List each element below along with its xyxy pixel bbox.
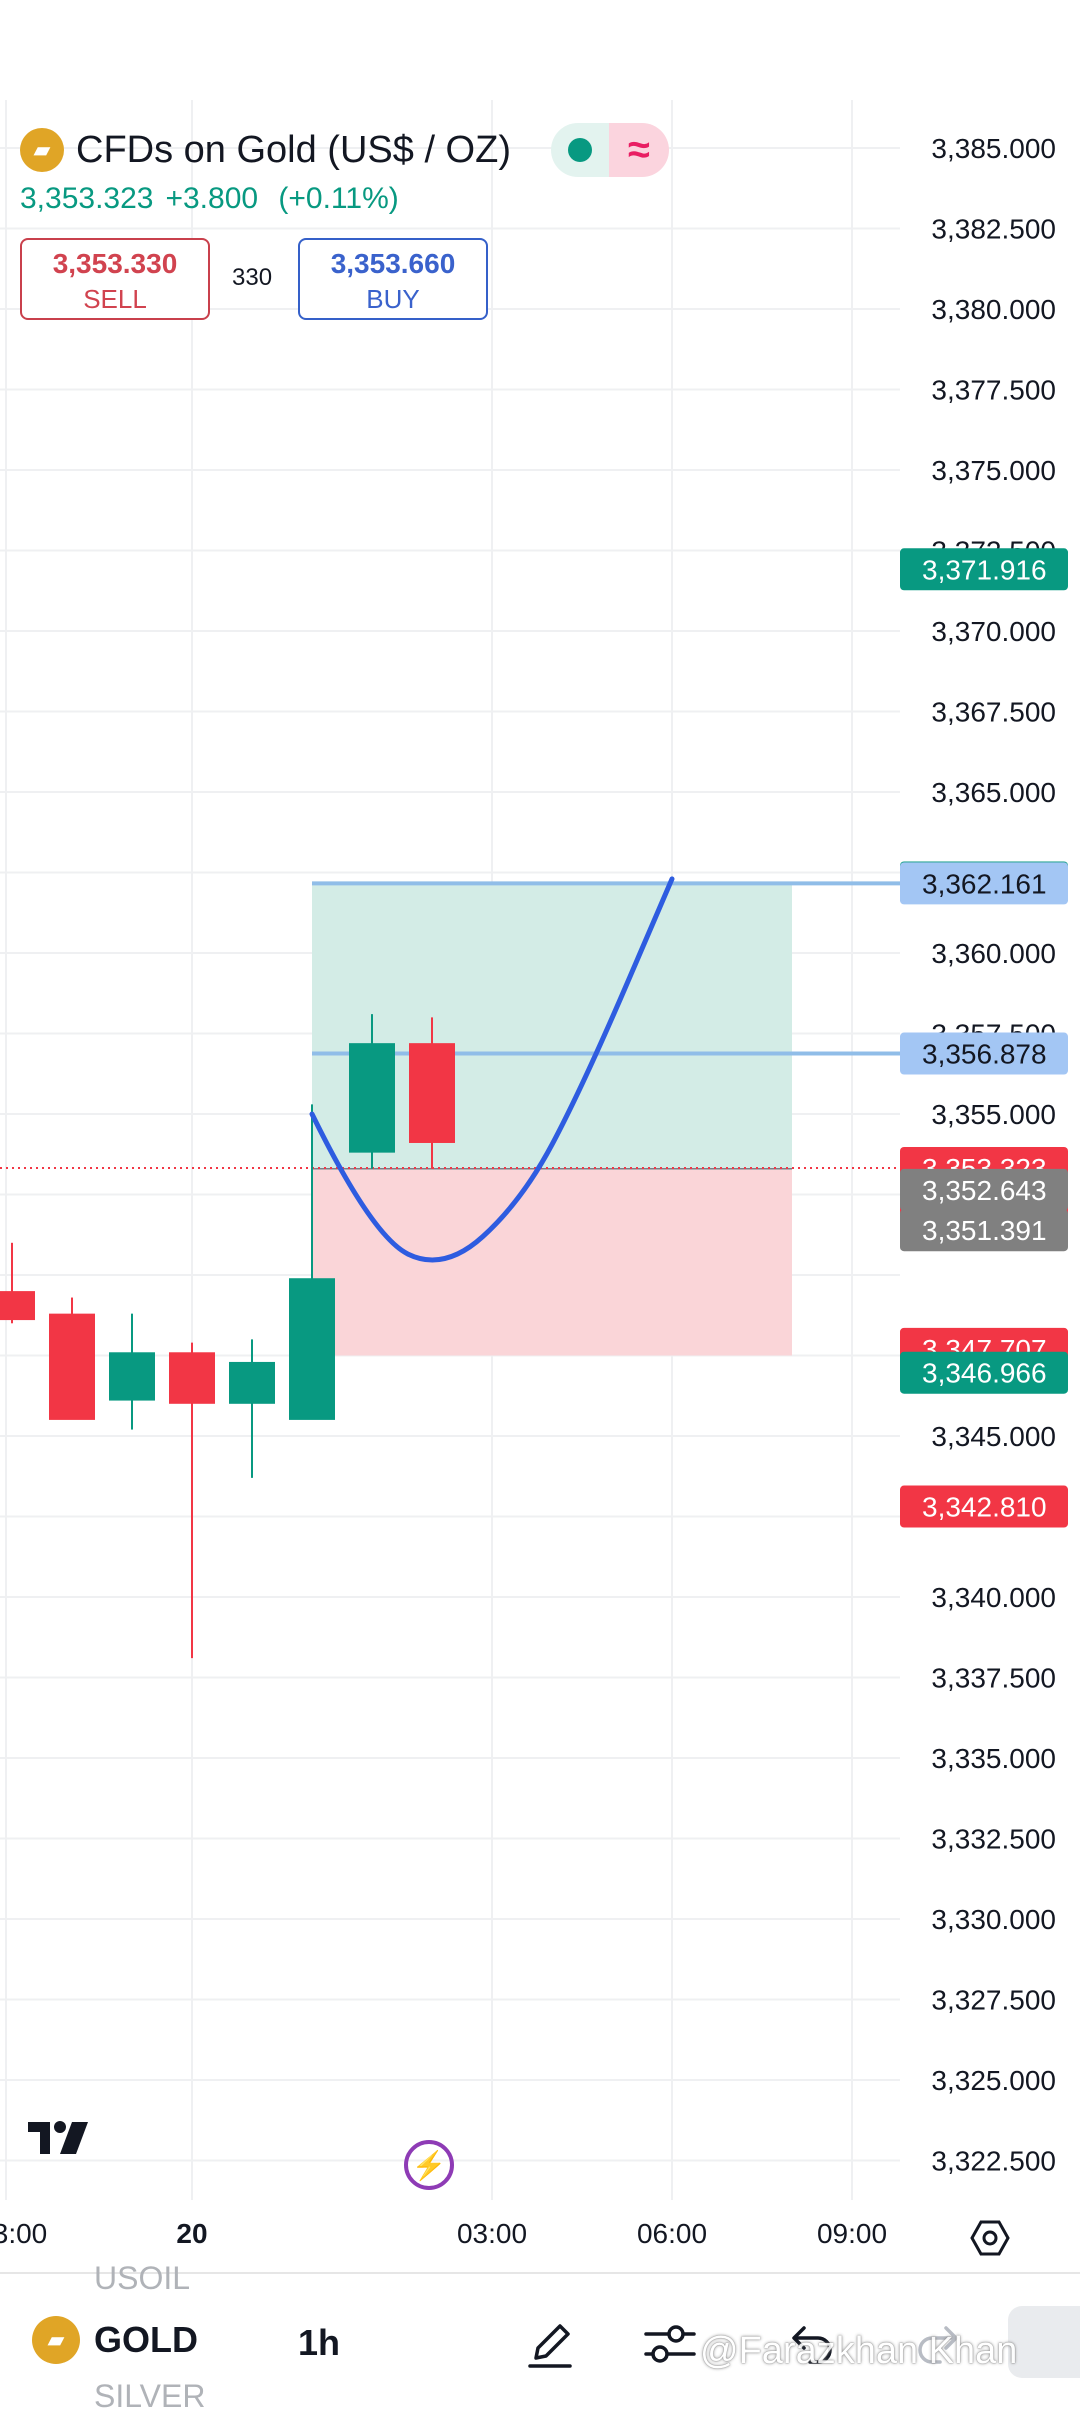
price-label-text: 3,371.916 — [922, 554, 1047, 585]
stop-zone[interactable] — [312, 1168, 792, 1356]
y-axis-tick-label: 3,337.500 — [931, 1663, 1056, 1694]
y-axis-tick-label: 3,367.500 — [931, 697, 1056, 728]
time-axis-label: 3:00 — [0, 2218, 48, 2249]
projection-curve[interactable] — [309, 876, 675, 1263]
y-axis-tick-label: 3,335.000 — [931, 1743, 1056, 1774]
price-label-badge[interactable] — [900, 1032, 1068, 1075]
price-label-text: 3,352.643 — [922, 1175, 1047, 1206]
chart-settings-icon[interactable] — [970, 2218, 1010, 2258]
interval-selector[interactable]: 1h — [298, 2322, 341, 2363]
price-change-row: 3,353.323 +3.800 (+0.11%) — [20, 182, 399, 216]
y-axis-tick-label: 3,360.000 — [931, 938, 1056, 969]
bottom-toolbar: USOIL SILVER — [0, 2260, 1080, 2414]
gold-bars-icon: ▰ — [20, 128, 64, 172]
price-label-badge[interactable] — [900, 548, 1068, 591]
price-label-badge[interactable] — [900, 1485, 1068, 1528]
time-axis-label: 03:00 — [456, 2218, 528, 2249]
sell-label: SELL — [83, 284, 147, 314]
indicators-sliders-icon[interactable] — [642, 2316, 698, 2372]
approx-wave-icon: ≈ — [608, 123, 669, 177]
sell-price: 3,353.330 — [52, 248, 178, 279]
y-axis-tick-label: 3,382.500 — [931, 214, 1056, 245]
time-axis-label: 06:00 — [636, 2218, 708, 2249]
lightning-bolt-icon[interactable]: ⚡ — [404, 2140, 454, 2190]
y-axis-tick-label: 3,345.000 — [931, 1421, 1056, 1452]
price-label-text: 3,356.878 — [922, 1039, 1047, 1070]
price-label-badge[interactable] — [900, 1351, 1068, 1394]
bottom-divider — [0, 2272, 1080, 2274]
candle-body[interactable] — [349, 1043, 395, 1153]
change-value: +3.800 — [165, 182, 259, 215]
candle-body[interactable] — [169, 1352, 215, 1404]
y-axis-tick-label: 3,340.000 — [931, 1582, 1056, 1613]
tradingview-logo-icon[interactable] — [28, 2118, 108, 2158]
fullscreen-corner-icon[interactable] — [1008, 2306, 1080, 2378]
y-axis-tick-label: 3,375.000 — [931, 455, 1056, 486]
change-percent: (+0.11%) — [278, 182, 399, 215]
time-axis-label: 20 — [176, 2218, 208, 2249]
buy-button[interactable]: 3,353.660 BUY — [298, 238, 488, 320]
status-pill[interactable]: ≈ — [550, 123, 669, 177]
time-axis-label: 09:00 — [816, 2218, 888, 2249]
pencil-icon[interactable] — [522, 2316, 578, 2372]
candle-body[interactable] — [49, 1313, 95, 1420]
price-label-badge[interactable] — [900, 1209, 1068, 1252]
symbol-next[interactable]: SILVER — [94, 2378, 206, 2414]
y-axis-tick-label: 3,325.000 — [931, 2065, 1056, 2096]
candle-body[interactable] — [229, 1361, 275, 1404]
y-axis-tick-label: 3,355.000 — [931, 1099, 1056, 1130]
price-label-text: 3,342.810 — [922, 1492, 1047, 1523]
price-label-text: 3,362.161 — [922, 868, 1047, 899]
symbol-title[interactable]: CFDs on Gold (US$ / OZ) — [76, 128, 511, 171]
candle-body[interactable] — [0, 1291, 35, 1321]
y-axis-tick-label: 3,385.000 — [931, 133, 1056, 164]
spread-value: 330 — [232, 264, 273, 291]
watermark: @Farazkhan Khan — [700, 2330, 1018, 2372]
buy-price: 3,353.660 — [330, 248, 456, 279]
gold-bars-icon: ▰ — [32, 2316, 80, 2364]
buy-label: BUY — [366, 284, 420, 314]
redo-icon[interactable] — [912, 2316, 968, 2372]
symbol-prev[interactable]: USOIL — [94, 2260, 191, 2296]
candle-body[interactable] — [409, 1043, 455, 1143]
price-label-text: 3,351.391 — [922, 1215, 1047, 1246]
y-axis-tick-label: 3,327.500 — [931, 1985, 1056, 2016]
y-axis-tick-label: 3,322.500 — [931, 2146, 1056, 2177]
price-label-badge[interactable] — [900, 1168, 1068, 1211]
undo-icon[interactable] — [782, 2316, 838, 2372]
candle-body[interactable] — [109, 1352, 155, 1401]
y-axis-tick-label: 3,330.000 — [931, 1904, 1056, 1935]
y-axis-tick-label: 3,370.000 — [931, 616, 1056, 647]
last-price: 3,353.323 — [20, 182, 154, 215]
y-axis-tick-label: 3,377.500 — [931, 375, 1056, 406]
price-label-text: 3,346.966 — [922, 1358, 1047, 1389]
market-open-dot-icon — [550, 123, 609, 177]
y-axis-tick-label: 3,332.500 — [931, 1824, 1056, 1855]
candle-body[interactable] — [289, 1278, 335, 1420]
symbol-legend[interactable]: ▰ CFDs on Gold (US$ / OZ) ≈ — [20, 122, 669, 178]
price-label-badge[interactable] — [900, 862, 1068, 905]
symbol-selector[interactable]: ▰ GOLD — [32, 2316, 198, 2364]
y-axis-tick-label: 3,365.000 — [931, 777, 1056, 808]
symbol-name: GOLD — [94, 2319, 198, 2360]
sell-button[interactable]: 3,353.330 SELL — [20, 238, 210, 320]
y-axis-tick-label: 3,380.000 — [931, 294, 1056, 325]
